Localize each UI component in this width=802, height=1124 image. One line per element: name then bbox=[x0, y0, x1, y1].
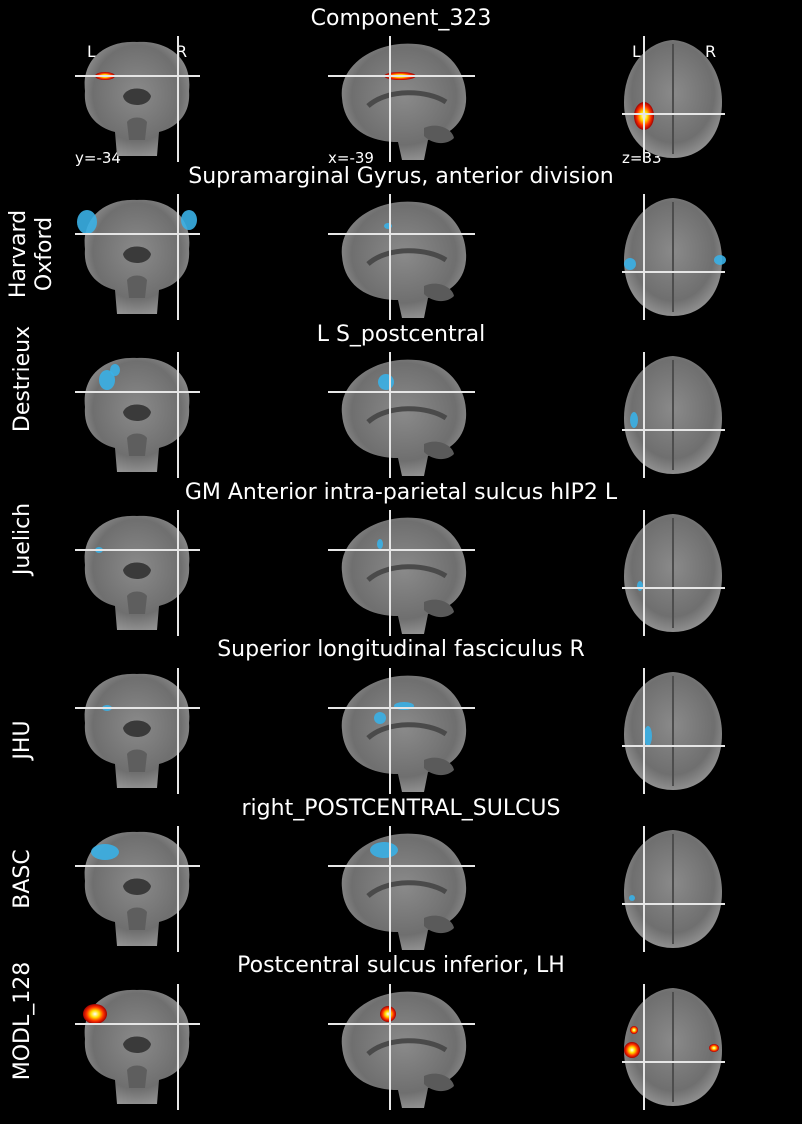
axial-slice-row-6 bbox=[622, 984, 725, 1110]
atlas-region-blob bbox=[637, 581, 643, 591]
coord-y-label: y=-34 bbox=[75, 149, 121, 167]
atlas-region-blob bbox=[714, 255, 726, 265]
atlas-region-blob bbox=[630, 412, 638, 428]
atlas-region-blob bbox=[77, 210, 97, 234]
atlas-label-jhu: JHU bbox=[10, 720, 35, 760]
coronal-slice-row-3 bbox=[75, 510, 200, 636]
axial-slice-row-1 bbox=[622, 194, 726, 320]
region-title-jhu: Superior longitudinal fasciculus R bbox=[217, 637, 585, 662]
sagittal-slice-row-2 bbox=[328, 352, 475, 478]
sagittal-slice-row-0 bbox=[328, 36, 475, 162]
atlas-region-blob bbox=[110, 364, 120, 376]
atlas-label-destrieux: Destrieux bbox=[10, 325, 35, 433]
atlas-region-blob bbox=[624, 258, 636, 270]
region-title-modl: Postcentral sulcus inferior, LH bbox=[237, 953, 565, 978]
region-title-harvard: Supramarginal Gyrus, anterior division bbox=[188, 164, 614, 189]
atlas-label-juelich: Juelich bbox=[10, 502, 35, 576]
right-label-coronal: R bbox=[176, 42, 188, 61]
coronal-slice-row-6 bbox=[75, 984, 200, 1110]
coronal-slice-row-2 bbox=[75, 352, 200, 478]
right-label-axial: R bbox=[705, 42, 717, 61]
atlas-region-blob bbox=[374, 712, 386, 724]
region-title-juelich: GM Anterior intra-parietal sulcus hIP2 L bbox=[184, 480, 618, 505]
activation-blob bbox=[380, 1006, 396, 1022]
atlas-region-blob bbox=[629, 895, 635, 901]
axial-slice-row-3 bbox=[622, 510, 725, 636]
activation-blob bbox=[83, 1004, 107, 1024]
atlas-region-blob bbox=[99, 370, 115, 390]
atlas-label-basc: BASC bbox=[10, 849, 35, 909]
atlas-region-blob bbox=[370, 842, 398, 858]
atlas-region-blob bbox=[181, 210, 197, 230]
activation-blob bbox=[630, 1026, 638, 1034]
axial-slice-row-5 bbox=[622, 826, 725, 952]
atlas-region-blob bbox=[378, 374, 394, 390]
left-label-axial: L bbox=[632, 42, 641, 61]
atlas-label-harvard-oxford: Harvard Oxford bbox=[6, 209, 57, 299]
left-label-coronal: L bbox=[87, 42, 96, 61]
axial-slice-row-2 bbox=[622, 352, 725, 478]
axial-slice-row-0 bbox=[622, 36, 725, 162]
sagittal-slice-row-6 bbox=[328, 984, 475, 1110]
sagittal-slice-row-5 bbox=[328, 826, 475, 952]
activation-blob bbox=[624, 1042, 640, 1058]
atlas-region-blob bbox=[377, 539, 383, 549]
sagittal-slice-row-1 bbox=[328, 194, 475, 320]
region-title-destrieux: L S_postcentral bbox=[316, 322, 486, 347]
sagittal-slice-row-3 bbox=[328, 510, 475, 636]
activation-blob bbox=[709, 1044, 719, 1052]
coord-x-label: x=-39 bbox=[328, 149, 374, 167]
coord-z-label: z=33 bbox=[622, 149, 662, 167]
coronal-slice-row-1 bbox=[75, 194, 200, 320]
atlas-label-modl-128: MODL_128 bbox=[10, 961, 35, 1081]
atlas-region-blob bbox=[91, 844, 119, 860]
axial-slice-row-4 bbox=[622, 668, 725, 794]
figure-title: Component_323 bbox=[310, 6, 492, 31]
sagittal-slice-row-4 bbox=[328, 668, 475, 794]
coronal-slice-row-0 bbox=[75, 36, 200, 162]
coronal-slice-row-4 bbox=[75, 668, 200, 794]
coronal-slice-row-5 bbox=[75, 826, 200, 952]
region-title-basc: right_POSTCENTRAL_SULCUS bbox=[241, 796, 561, 821]
atlas-region-blob bbox=[644, 726, 652, 746]
